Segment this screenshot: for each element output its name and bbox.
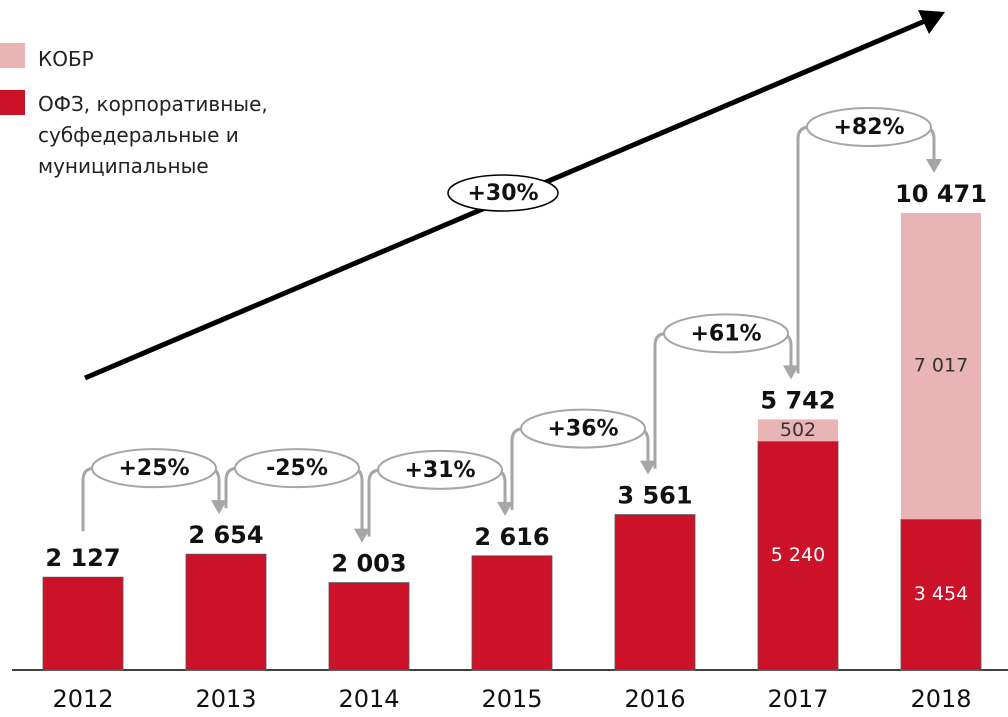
trend-arrowhead [918,10,945,34]
x-tick-label: 2014 [338,685,399,713]
bar-segment [900,518,982,671]
growth-arrowhead [640,460,656,475]
total-label: 2 616 [474,523,549,551]
bar-segment [614,514,696,671]
x-tick-label: 2013 [195,685,256,713]
legend-label: ОФЗ, корпоративные, субфедеральные и мун… [38,92,268,178]
bar-segment [185,553,267,671]
growth-label: +25% [118,456,189,481]
x-tick-label: 2016 [624,685,685,713]
x-tick-label: 2015 [481,685,542,713]
growth-oval [806,107,932,147]
bar-segment [901,213,981,520]
growth-label: +36% [547,417,618,442]
growth-label: -25% [266,456,328,481]
trend-oval [447,174,559,212]
bar-segment [758,419,838,442]
growth-arrowhead [926,159,942,173]
growth-oval [663,313,789,354]
growth-arrowhead [354,528,370,543]
growth-arrowhead [211,500,227,515]
total-label: 5 742 [760,386,835,414]
total-label: 2 127 [45,544,120,572]
legend-swatch [0,43,25,68]
total-label: 10 471 [895,180,987,208]
x-tick-label: 2017 [767,685,828,713]
trend-label: +30% [467,181,538,206]
x-tick-label: 2018 [910,685,971,713]
bar-segment [757,440,839,671]
segment-label: 3 454 [914,583,968,605]
growth-oval [91,448,217,489]
growth-label: +82% [833,115,904,140]
legend-swatch [0,90,25,115]
bar-segment [42,576,124,671]
segment-label: 7 017 [914,355,968,377]
growth-oval [377,449,503,490]
total-label: 3 561 [617,482,692,510]
bar-segment [328,582,410,671]
legend-label: КОБР [38,47,94,71]
segment-label: 5 240 [771,544,825,566]
growth-label: +61% [690,321,761,346]
total-label: 2 003 [331,550,406,578]
total-label: 2 654 [188,521,263,549]
x-tick-label: 2012 [52,685,113,713]
growth-arrowhead [497,501,513,516]
bar-segment [471,555,553,671]
growth-oval [234,448,360,489]
growth-label: +31% [404,458,475,483]
segment-label: 502 [780,419,816,441]
growth-oval [520,408,646,449]
growth-arrowhead [783,365,799,380]
